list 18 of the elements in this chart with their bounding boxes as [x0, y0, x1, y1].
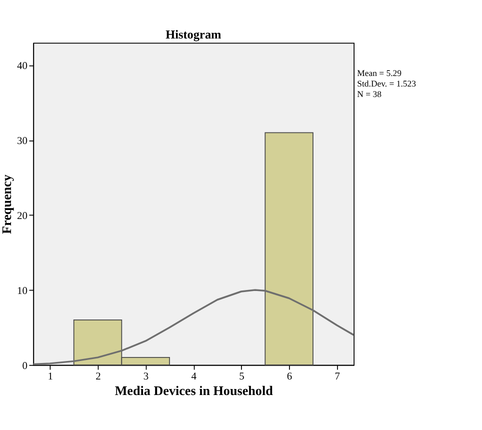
text: Mean = 5.29	[357, 68, 402, 78]
chart-title: Histogram	[166, 27, 222, 42]
text: N = 38	[357, 88, 382, 99]
y-tick-label: 20	[17, 211, 28, 222]
y-axis-title: Frequency	[0, 174, 14, 234]
x-tick-label: 5	[239, 371, 244, 382]
y-tick-label: 40	[17, 61, 28, 72]
text: Std.Dev. = 1.523	[357, 78, 417, 88]
x-tick-label: 4	[191, 371, 198, 382]
x-tick-label: 3	[143, 371, 149, 382]
x-tick-label: 7	[334, 371, 340, 382]
x-tick-label: 1	[48, 371, 53, 382]
x-tick-label: 2	[96, 371, 101, 382]
y-tick-label: 10	[17, 286, 28, 297]
y-tick-label: 30	[17, 136, 28, 148]
x-axis-title: Media Devices in Household	[114, 383, 274, 398]
x-tick-label: 6	[286, 371, 292, 382]
y-tick-label: 0	[22, 360, 28, 372]
